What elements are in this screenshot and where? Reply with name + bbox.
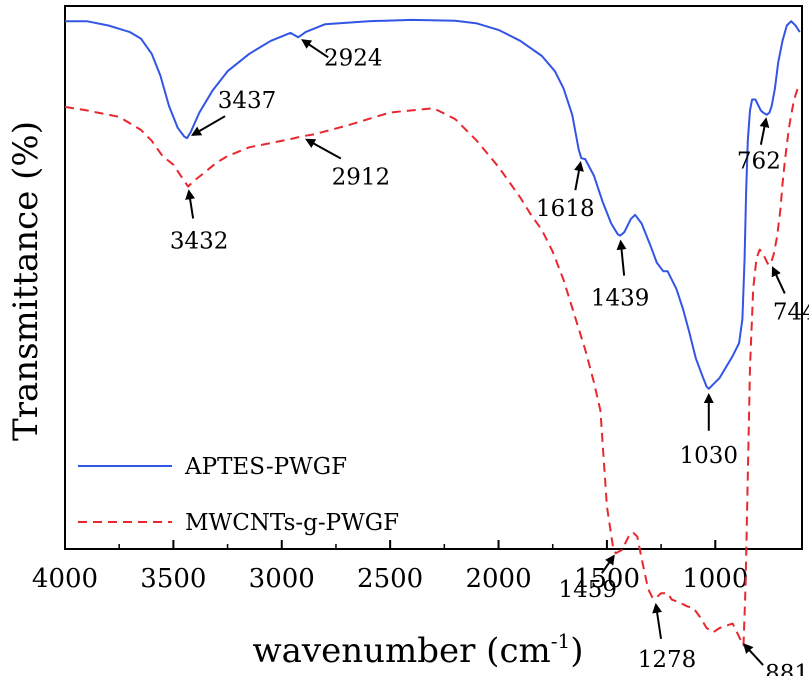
x-tick-label: 3000 [249, 564, 315, 594]
annotation-arrow [759, 117, 770, 145]
x-axis-title-close: ) [570, 631, 583, 671]
annotation-arrow [771, 266, 786, 294]
annotation-label: 881 [765, 661, 809, 676]
x-axis-ticks: 4000 3500 3000 2500 2000 1500 1000 [32, 540, 748, 594]
annotation-label: 744 [773, 299, 809, 325]
x-tick-label: 2000 [465, 564, 531, 594]
x-tick-label: 1000 [682, 564, 748, 594]
x-axis-title-superscript: -1 [551, 629, 570, 653]
annotation-label: 2912 [332, 164, 391, 190]
annotation-arrow [305, 138, 342, 160]
series-line-mwcnts-g-pwgf [64, 83, 801, 647]
annotation-label: 3437 [218, 88, 277, 114]
annotation-label: 1439 [591, 286, 650, 312]
legend-label: MWCNTs-g-PWGF [185, 510, 399, 536]
plot-frame [64, 5, 803, 550]
annotation-arrow [600, 554, 615, 574]
series-line-aptes-pwgf [65, 18, 801, 390]
annotation-arrow [652, 602, 663, 640]
x-axis-title: wavenumber (cm-1) [253, 629, 584, 671]
annotation-label: 762 [737, 149, 781, 175]
x-tick-label: 3500 [140, 564, 206, 594]
annotation-label: 3432 [170, 228, 229, 254]
annotation-label: 1618 [536, 196, 595, 222]
series-layer [64, 18, 801, 647]
annotation-arrow [574, 161, 584, 191]
x-tick-label: 1500 [574, 564, 640, 594]
annotation-label: 1030 [680, 443, 739, 469]
legend: APTES-PWGF MWCNTs-g-PWGF [78, 454, 399, 536]
annotation-label: 1459 [559, 577, 618, 603]
annotation-label: 1278 [638, 647, 697, 673]
x-tick-label: 2500 [357, 564, 423, 594]
annotation-arrow [743, 643, 764, 666]
y-axis-title: Transmittance (%) [6, 121, 46, 441]
annotation-layer: 3437 2924 1618 1439 1030 762 3432 2912 1459 1278 8… [170, 39, 809, 676]
x-axis-title-main: wavenumber (cm [253, 631, 551, 671]
annotation-arrow [301, 39, 329, 59]
annotation-label: 2924 [324, 45, 383, 71]
annotation-arrow [191, 115, 226, 136]
x-tick-label: 4000 [32, 564, 98, 594]
legend-label: APTES-PWGF [184, 454, 347, 480]
annotation-arrow [185, 189, 196, 219]
annotation-arrow [616, 239, 627, 276]
